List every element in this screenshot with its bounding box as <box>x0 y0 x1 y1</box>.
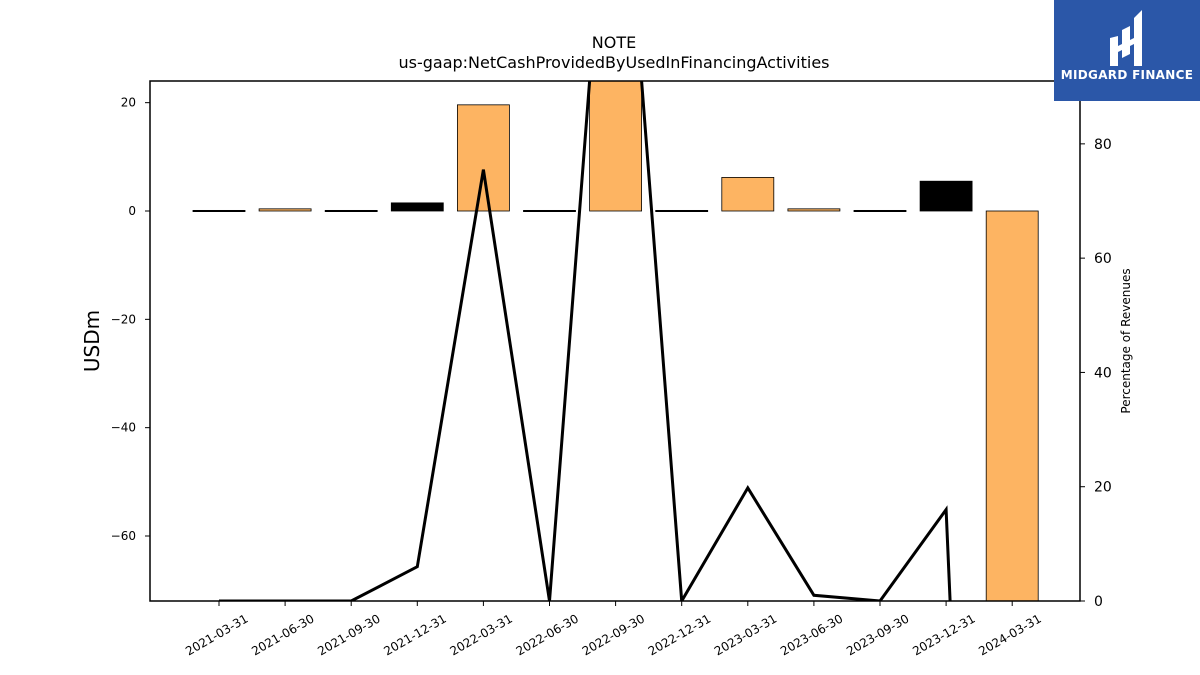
x-tick-label: 2021-12-31 <box>381 611 448 658</box>
bar-2023-03-31 <box>721 177 775 212</box>
bar-2024-03-31 <box>985 210 1039 601</box>
y2-tick-label: 0 <box>1094 594 1103 610</box>
y2-axis-label: Percentage of Revenues <box>1119 268 1133 413</box>
bar-2023-06-30 <box>787 208 841 212</box>
bar-2021-09-30 <box>324 209 378 212</box>
bar-2021-12-31 <box>390 202 444 212</box>
plot-frame <box>149 80 1081 602</box>
y-tick-label: −40 <box>111 421 136 435</box>
y2-axis: 80 60 40 20 0 <box>1080 137 1112 610</box>
y-tick-label: 20 <box>121 96 136 110</box>
x-tick-label: 2022-03-31 <box>447 611 514 658</box>
y2-tick-label: 40 <box>1094 365 1112 381</box>
y-tick-label: 0 <box>128 204 136 218</box>
x-tick-label: 2022-09-30 <box>580 611 647 658</box>
line-group <box>219 81 952 601</box>
logo-text: MIDGARD FINANCE <box>1060 68 1194 82</box>
brand-logo: MIDGARD FINANCE <box>1054 0 1200 101</box>
x-tick-label: 2023-09-30 <box>844 611 911 658</box>
bar-2023-09-30 <box>853 209 907 212</box>
bars-group <box>192 81 1039 601</box>
bar-2022-12-31 <box>655 209 709 212</box>
y-axis: 20 0 −20 −40 −60 <box>111 96 150 543</box>
x-tick-label: 2022-06-30 <box>514 611 581 658</box>
revenue-percentage-line <box>219 81 952 601</box>
bar-2022-09-30 <box>589 81 642 212</box>
bar-2022-03-31 <box>456 104 510 212</box>
logo-mark-icon <box>1110 10 1142 66</box>
y-tick-label: −20 <box>111 312 136 326</box>
bar-2022-06-30 <box>523 209 576 212</box>
chart-title: NOTE <box>592 33 636 52</box>
x-tick-label: 2023-03-31 <box>712 611 779 658</box>
chart-subtitle: us-gaap:NetCashProvidedByUsedInFinancing… <box>398 53 829 72</box>
bar-2021-06-30 <box>258 208 312 212</box>
x-tick-label: 2021-06-30 <box>249 611 316 658</box>
x-tick-label: 2021-03-31 <box>183 611 250 658</box>
y2-tick-label: 60 <box>1094 251 1112 267</box>
x-tick-label: 2021-09-30 <box>315 611 382 658</box>
x-axis: 2021-03-312021-06-302021-09-302021-12-31… <box>183 601 1044 658</box>
bar-2021-03-31 <box>192 209 246 212</box>
x-tick-label: 2023-12-31 <box>910 611 977 658</box>
x-tick-label: 2024-03-31 <box>976 611 1043 658</box>
x-tick-label: 2022-12-31 <box>646 611 713 658</box>
x-tick-label: 2023-06-30 <box>778 611 845 658</box>
bar-2023-12-31 <box>919 180 973 212</box>
y2-tick-label: 20 <box>1094 480 1112 496</box>
y2-tick-label: 80 <box>1094 137 1112 153</box>
y-axis-label: USDm <box>80 310 104 372</box>
y-tick-label: −60 <box>111 529 136 543</box>
